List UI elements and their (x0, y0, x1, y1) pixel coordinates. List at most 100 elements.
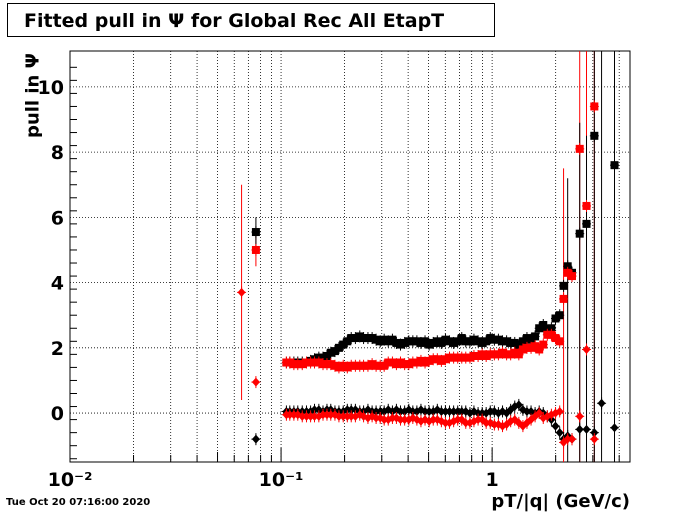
data-point-square (351, 334, 360, 343)
data-point-square (384, 337, 393, 346)
data-point-square (474, 351, 483, 360)
x-tick-label: 1 (486, 469, 499, 491)
data-point-square (392, 360, 401, 369)
data-point-square (396, 358, 405, 367)
data-point-square (339, 340, 348, 349)
data-point-square (372, 335, 381, 344)
data-point-square (433, 355, 442, 364)
data-point-square (469, 335, 478, 344)
data-point-diamond (567, 434, 576, 444)
data-point-square (527, 335, 536, 344)
data-point-square (522, 334, 531, 343)
data-point-square (421, 358, 430, 367)
data-point-diamond (582, 344, 591, 354)
data-point-diamond (597, 398, 606, 408)
data-point-square (590, 131, 599, 140)
data-point-square (535, 345, 544, 354)
data-point-square (416, 356, 425, 365)
data-point-diamond (535, 408, 544, 418)
data-point-square (429, 338, 438, 347)
data-point-square (535, 324, 544, 333)
data-point-square (551, 314, 560, 323)
data-point-square (514, 350, 523, 359)
data-point-square (539, 340, 548, 349)
data-point-square (502, 337, 511, 346)
x-axis-label: pT/|q| (GeV/c) (491, 491, 630, 512)
data-point-square (518, 337, 527, 346)
data-point-square (555, 311, 564, 320)
data-point-diamond (575, 424, 584, 434)
data-point-square (453, 337, 462, 346)
y-tick-label: 8 (51, 142, 64, 164)
data-point-square (339, 361, 348, 370)
data-point-square (363, 361, 372, 370)
chart-title-box: Fitted pull in Ψ for Global Rec All Etap… (7, 3, 495, 37)
y-tick-label: 0 (51, 403, 64, 425)
data-point-square (575, 229, 584, 238)
data-point-square (412, 337, 421, 346)
data-point-square (334, 343, 343, 352)
data-point-square (514, 342, 523, 351)
data-point-square (425, 356, 434, 365)
data-point-square (416, 338, 425, 347)
data-point-square (445, 337, 454, 346)
data-point-square (506, 350, 515, 359)
data-point-square (400, 338, 409, 347)
data-point-square (441, 335, 450, 344)
data-point-diamond (251, 434, 260, 444)
data-point-diamond (610, 423, 619, 433)
data-point-square (610, 161, 619, 170)
chart-title: Fitted pull in Ψ for Global Rec All Etap… (24, 10, 445, 32)
data-point-square (474, 337, 483, 346)
data-point-square (412, 358, 421, 367)
data-point-square (482, 337, 491, 346)
data-point-square (334, 363, 343, 372)
data-point-square (551, 334, 560, 343)
data-point-square (547, 330, 556, 339)
y-tick-label: 4 (51, 273, 64, 295)
data-point-square (482, 351, 491, 360)
data-point-square (396, 340, 405, 349)
data-point-diamond (237, 287, 246, 297)
data-point-square (314, 358, 323, 367)
data-point-square (582, 219, 591, 228)
data-point-square (494, 350, 503, 359)
data-point-square (251, 228, 260, 237)
data-point-square (326, 348, 335, 357)
data-point-square (404, 360, 413, 369)
data-point-square (531, 332, 540, 341)
data-point-square (518, 345, 527, 354)
x-tick-label: 10⁻² (48, 469, 93, 491)
data-point-square (380, 361, 389, 370)
data-point-square (498, 348, 507, 357)
data-point-square (437, 338, 446, 347)
data-point-diamond (514, 400, 523, 410)
data-point-square (380, 335, 389, 344)
data-point-square (326, 360, 335, 369)
data-point-square (298, 360, 307, 369)
data-point-square (539, 321, 548, 329)
data-point-diamond (251, 377, 260, 387)
data-point-square (433, 337, 442, 346)
data-point-square (559, 294, 568, 303)
data-point-square (486, 334, 495, 343)
data-point-diamond (590, 428, 599, 438)
y-tick-label: 10 (38, 77, 64, 99)
data-point-square (251, 245, 260, 254)
timestamp: Tue Oct 20 07:16:00 2020 (6, 497, 151, 508)
data-point-square (421, 337, 430, 346)
data-point-square (510, 348, 519, 357)
data-point-square (563, 262, 572, 271)
data-point-diamond (555, 406, 564, 416)
data-point-square (590, 102, 599, 111)
data-point-square (575, 144, 584, 153)
y-axis-label: pull in Ψ (22, 53, 44, 138)
data-point-square (527, 343, 536, 352)
data-point-diamond (575, 411, 584, 421)
data-point-square (441, 355, 450, 364)
data-point-square (563, 268, 572, 277)
data-point-square (510, 338, 519, 347)
plot-frame (69, 50, 631, 463)
data-point-diamond (590, 434, 599, 444)
